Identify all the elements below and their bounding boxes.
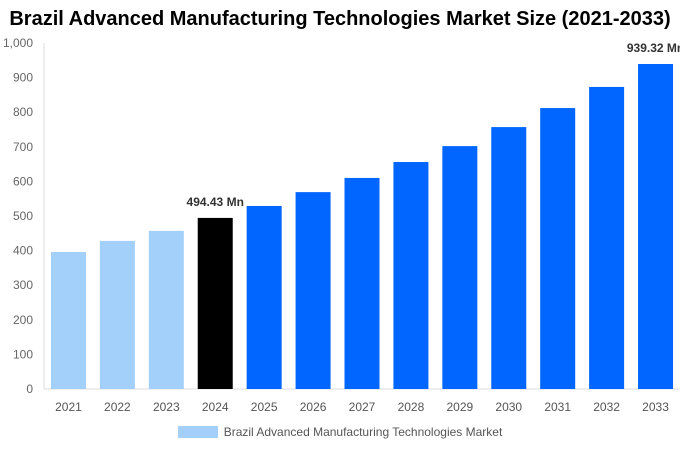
legend: Brazil Advanced Manufacturing Technologi… [0,425,680,439]
bar-2031 [540,108,576,389]
bar-2033 [638,63,674,390]
x-tick-label: 2029 [446,400,473,414]
x-tick-label: 2031 [544,400,571,414]
data-label-2024: 494.43 Mn [187,195,244,209]
x-tick-label: 2026 [300,400,327,414]
y-tick-label: 700 [13,140,33,154]
y-tick-label: 200 [13,313,33,327]
bar-2027 [344,177,380,389]
y-tick-label: 1,000 [3,36,33,50]
bar-2028 [393,162,429,389]
x-tick-label: 2024 [202,400,229,414]
x-tick-label: 2032 [593,400,620,414]
y-tick-label: 800 [13,105,33,119]
bar-2029 [442,146,478,389]
x-tick-label: 2027 [349,400,376,414]
bar-2025 [246,205,282,389]
chart-title: Brazil Advanced Manufacturing Technologi… [9,8,671,30]
y-tick-label: 500 [13,209,33,223]
bar-2021 [50,251,86,389]
x-tick-label: 2022 [104,400,131,414]
y-tick-label: 300 [13,278,33,292]
bar-2024 [197,217,233,389]
y-tick-label: 900 [13,71,33,85]
y-tick-label: 400 [13,244,33,258]
legend-label: Brazil Advanced Manufacturing Technologi… [223,425,503,439]
x-tick-label: 2033 [642,400,669,414]
bar-2030 [491,127,527,389]
legend-swatch [177,426,218,438]
bar-2032 [589,86,625,389]
data-label-2033: 939.32 Mn [627,41,680,55]
x-tick-label: 2021 [55,400,82,414]
y-tick-label: 0 [26,382,33,396]
x-tick-label: 2025 [251,400,278,414]
y-tick-label: 600 [13,174,33,188]
x-tick-label: 2030 [495,400,522,414]
bar-2022 [99,240,135,389]
y-tick-label: 100 [13,347,33,361]
bar-2023 [148,230,184,389]
x-tick-label: 2023 [153,400,180,414]
x-tick-label: 2028 [398,400,425,414]
bar-2026 [295,192,331,389]
